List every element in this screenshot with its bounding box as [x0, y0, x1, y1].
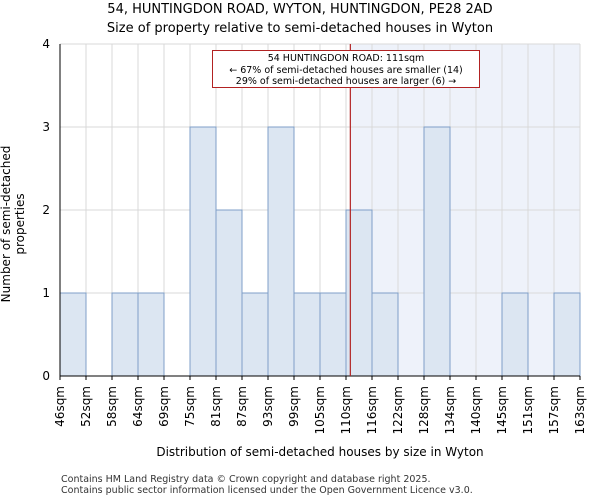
x-tick-label: 122sqm: [391, 386, 405, 434]
bar: [137, 292, 165, 377]
bar: [111, 292, 139, 377]
x-tick-label: 75sqm: [183, 386, 197, 427]
x-tick-label: 46sqm: [53, 386, 67, 427]
x-tick-label: 81sqm: [209, 386, 223, 427]
x-tick-label: 69sqm: [157, 386, 171, 427]
x-tick-label: 52sqm: [79, 386, 93, 427]
bar: [319, 292, 347, 377]
bar: [371, 292, 399, 377]
bar: [293, 292, 321, 377]
bar: [241, 292, 269, 377]
x-tick-label: 140sqm: [469, 386, 483, 434]
x-tick-label: 99sqm: [287, 386, 301, 427]
footer-line-2: Contains public sector information licen…: [61, 485, 473, 496]
y-tick-label: 2: [42, 203, 50, 217]
x-tick-label: 145sqm: [495, 386, 509, 434]
x-tick-label: 116sqm: [365, 386, 379, 434]
x-tick-label: 163sqm: [573, 386, 587, 434]
chart-title: 54, HUNTINGDON ROAD, WYTON, HUNTINGDON, …: [107, 2, 493, 17]
x-tick-label: 64sqm: [131, 386, 145, 427]
y-tick-label: 4: [42, 37, 50, 51]
bar: [189, 126, 217, 377]
x-tick-label: 157sqm: [547, 386, 561, 434]
x-tick-label: 87sqm: [235, 386, 249, 427]
bar: [501, 292, 529, 377]
x-axis-label: Distribution of semi-detached houses by …: [156, 445, 484, 459]
y-tick-label: 3: [42, 120, 50, 134]
x-tick-label: 134sqm: [443, 386, 457, 434]
bar: [423, 126, 451, 377]
bar: [59, 292, 87, 377]
y-axis-label: Number of semi-detached properties: [0, 145, 27, 303]
chart-subtitle: Size of property relative to semi-detach…: [106, 21, 494, 36]
x-tick-label: 128sqm: [417, 386, 431, 434]
annotation-line-2: ← 67% of semi-detached houses are smalle…: [229, 64, 463, 76]
bar: [267, 126, 295, 377]
annotation-box: 54 HUNTINGDON ROAD: 111sqm ← 67% of semi…: [212, 50, 480, 88]
y-tick-label: 1: [42, 286, 50, 300]
x-tick-label: 110sqm: [339, 386, 353, 434]
annotation-line-3: 29% of semi-detached houses are larger (…: [235, 76, 457, 87]
annotation-line-1: 54 HUNTINGDON ROAD: 111sqm: [267, 53, 425, 64]
x-tick-label: 93sqm: [261, 386, 275, 427]
x-tick-label: 58sqm: [105, 386, 119, 427]
x-tick-label: 151sqm: [521, 386, 535, 434]
y-tick-label: 0: [42, 369, 50, 383]
x-tick-label: 105sqm: [313, 386, 327, 434]
bar: [553, 292, 581, 377]
footer-line-1: Contains HM Land Registry data © Crown c…: [61, 474, 431, 485]
bar: [215, 209, 243, 377]
